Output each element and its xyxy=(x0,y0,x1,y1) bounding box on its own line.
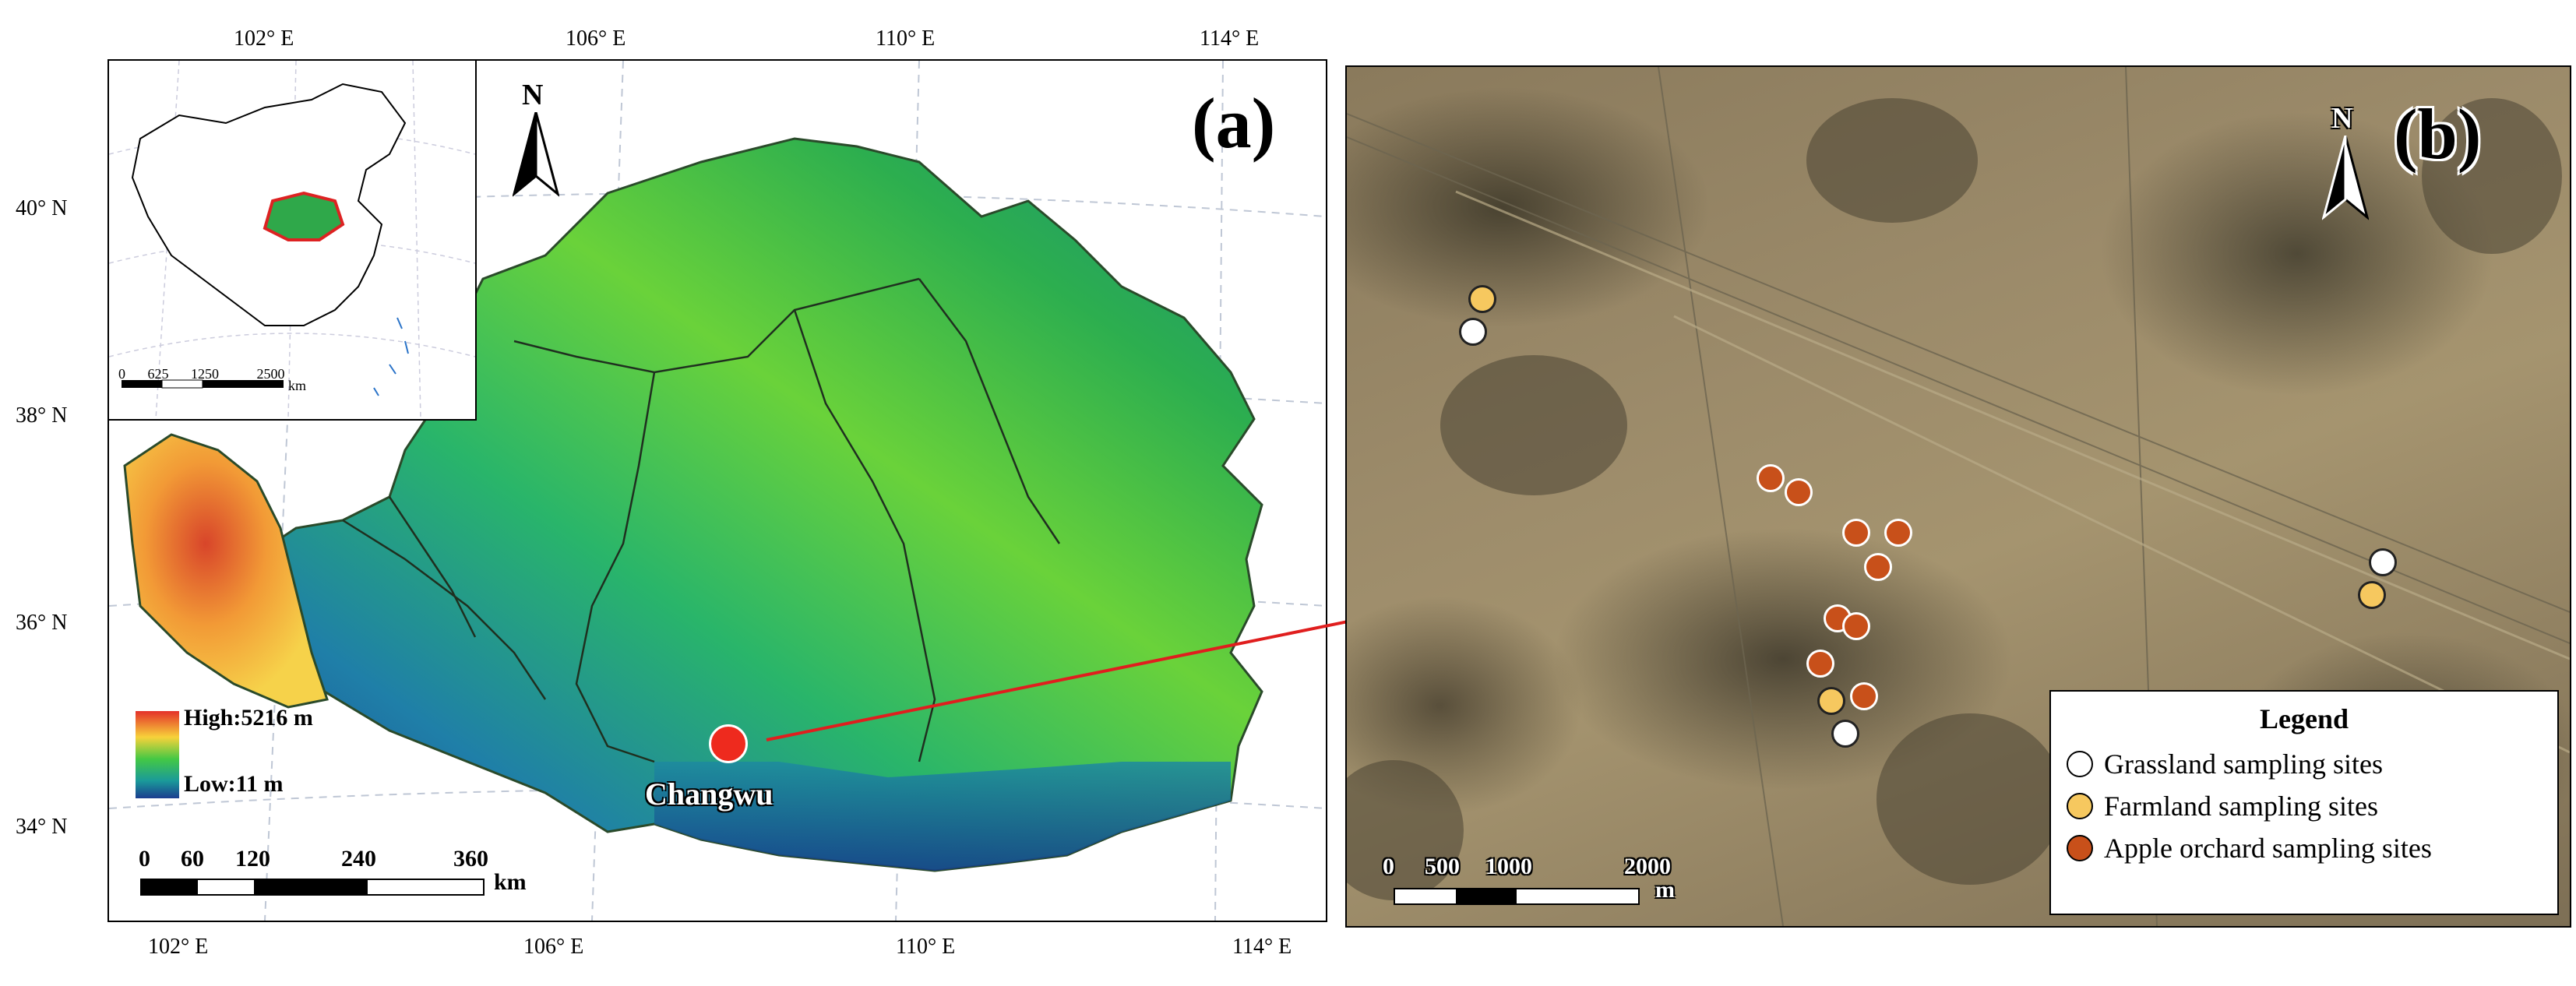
farmland-site xyxy=(1468,285,1496,313)
grassland-site xyxy=(1459,318,1487,346)
farmland-swatch xyxy=(2067,793,2093,819)
scale-tick-60: 60 xyxy=(181,846,204,872)
bottom-lon-tick-106: 106° E xyxy=(523,935,584,959)
satellite-texture-svg xyxy=(1347,67,2570,926)
bottom-lon-tick-110: 110° E xyxy=(896,935,956,959)
farmland-site xyxy=(2358,581,2386,609)
panel-a-map: 0 625 1250 2500 km N (a) High:5216 m Low… xyxy=(107,59,1327,922)
southern-basin xyxy=(654,762,1231,871)
panel-b-label: (b) xyxy=(2394,94,2482,174)
inset-china-map: 0 625 1250 2500 km xyxy=(109,61,477,421)
legend-label-apple-orchard: Apple orchard sampling sites xyxy=(2104,833,2432,864)
apple-orchard-site xyxy=(1850,682,1878,710)
panel-a-label: (a) xyxy=(1192,83,1276,163)
legend-item-farmland: Farmland sampling sites xyxy=(2067,790,2378,822)
grassland-swatch xyxy=(2067,751,2093,777)
legend-box: Legend Grassland sampling sites Farmland… xyxy=(2049,690,2559,915)
panel-b-scale-tick-1000: 1000 xyxy=(1485,854,1532,879)
panel-b-scale-tick-0: 0 xyxy=(1383,854,1394,879)
province-borders xyxy=(342,277,1061,763)
scale-tick-120: 120 xyxy=(235,846,270,872)
legend-item-grassland: Grassland sampling sites xyxy=(2067,748,2383,780)
inset-scale-tick-625: 625 xyxy=(147,366,169,382)
apple-orchard-site xyxy=(1842,519,1870,547)
western-mountains xyxy=(123,433,329,709)
dem-map-svg xyxy=(109,61,1326,921)
lat-tick-40: 40° N xyxy=(16,196,68,220)
panel-b-scale-tick-2000: 2000 xyxy=(1624,854,1671,879)
panel-b-north-label: N xyxy=(2331,102,2353,135)
grassland-site xyxy=(2369,548,2397,576)
grassland-site xyxy=(1831,720,1859,748)
lat-tick-36: 36° N xyxy=(16,611,68,635)
farmland-site xyxy=(1817,687,1845,715)
inset-scale-tick-1250: 1250 xyxy=(191,366,219,382)
panel-b-scale-tick-500: 500 xyxy=(1425,854,1460,879)
panel-b-north-arrow-icon xyxy=(2322,136,2369,220)
changwu-site-marker xyxy=(709,724,748,763)
inset-scale-tick-2500: 2500 xyxy=(256,366,285,382)
apple-orchard-site xyxy=(1785,478,1813,506)
elevation-high-label: High:5216 m xyxy=(184,705,313,731)
panel-b-scale-bar xyxy=(1394,888,1640,905)
bottom-lon-tick-114: 114° E xyxy=(1232,935,1292,959)
scale-tick-0: 0 xyxy=(139,846,150,872)
scale-tick-360: 360 xyxy=(453,846,488,872)
apple-orchard-site xyxy=(1884,519,1912,547)
changwu-label: Changwu xyxy=(645,776,774,812)
china-outline xyxy=(131,83,407,326)
top-lon-tick-110: 110° E xyxy=(876,26,936,51)
elevation-legend-bar xyxy=(136,711,179,798)
panel-a-scale-bar xyxy=(140,879,485,896)
scale-tick-240: 240 xyxy=(341,846,376,872)
apple-orchard-site xyxy=(1757,464,1785,492)
apple-orchard-site xyxy=(1842,612,1870,640)
inset-plateau-highlight xyxy=(263,191,345,241)
elevation-low-label: Low:11 m xyxy=(184,771,284,797)
panel-a-scale-unit: km xyxy=(494,869,527,895)
top-lon-tick-114: 114° E xyxy=(1200,26,1260,51)
apple-orchard-site xyxy=(1864,553,1892,581)
lat-tick-34: 34° N xyxy=(16,815,68,839)
panel-b-scale-unit: m xyxy=(1655,877,1675,903)
panel-a-north-arrow-icon xyxy=(513,112,559,197)
panel-a-north-label: N xyxy=(522,79,544,111)
inset-scale-unit: km xyxy=(288,378,307,393)
top-lon-tick-102: 102° E xyxy=(234,26,294,51)
legend-item-apple-orchard: Apple orchard sampling sites xyxy=(2067,832,2432,865)
apple-orchard-site xyxy=(1806,650,1834,678)
bottom-lon-tick-102: 102° E xyxy=(148,935,209,959)
lat-tick-38: 38° N xyxy=(16,403,68,428)
inset-scale-bar xyxy=(122,379,284,389)
panel-b-satellite-map: N (b) 0 500 1000 2000 m Legend Grassland… xyxy=(1345,65,2571,928)
legend-label-grassland: Grassland sampling sites xyxy=(2104,748,2383,780)
apple-orchard-swatch xyxy=(2067,835,2093,861)
legend-label-farmland: Farmland sampling sites xyxy=(2104,791,2378,822)
inset-scale-tick-0: 0 xyxy=(118,366,125,382)
inset-svg xyxy=(109,61,476,420)
top-lon-tick-106: 106° E xyxy=(566,26,626,51)
legend-title: Legend xyxy=(2259,703,2349,734)
